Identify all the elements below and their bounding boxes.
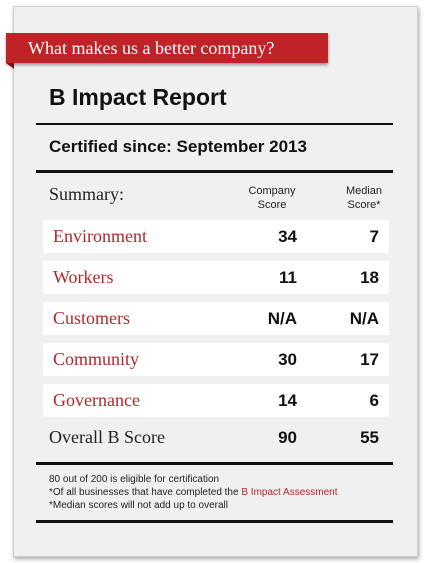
column-header-median-line2: Score*	[347, 199, 381, 211]
median-score: 6	[369, 391, 379, 410]
divider-bottom-table	[36, 462, 393, 465]
column-header-company: Company Score	[232, 184, 312, 212]
column-header-company-line1: Company	[248, 185, 296, 197]
row-label[interactable]: Governance	[53, 390, 140, 410]
overall-company-score: 90	[278, 428, 297, 447]
median-score: N/A	[349, 309, 379, 328]
certified-value: September 2013	[176, 137, 307, 156]
divider-top	[36, 123, 393, 125]
footnote-businesses-text: *Of all businesses that have completed t…	[49, 487, 242, 498]
company-score: 34	[278, 227, 297, 246]
certified-line: Certified since: September 2013	[49, 137, 307, 157]
b-impact-assessment-link[interactable]: B Impact Assessment	[241, 487, 338, 498]
column-header-median-line1: Median	[345, 185, 383, 197]
median-score: 17	[360, 350, 379, 369]
footnote-eligibility: 80 out of 200 is eligible for certificat…	[49, 474, 220, 485]
score-row-community: Community 30 17	[43, 343, 389, 376]
footnote-businesses: *Of all businesses that have completed t…	[49, 486, 338, 499]
footnotes: 80 out of 200 is eligible for certificat…	[49, 473, 338, 512]
summary-label: Summary:	[49, 184, 124, 204]
row-label[interactable]: Workers	[53, 267, 114, 287]
row-label[interactable]: Customers	[53, 308, 131, 328]
divider-cert	[36, 170, 393, 173]
footnote-median: *Median scores will not add up to overal…	[49, 500, 228, 511]
score-row-environment: Environment 34 7	[43, 220, 389, 253]
company-score: 11	[279, 268, 297, 287]
column-header-company-line2: Score	[257, 199, 287, 211]
median-score: 18	[360, 268, 379, 287]
median-score: 7	[369, 227, 379, 246]
column-header-median: Median Score*	[324, 184, 404, 212]
divider-bottom	[36, 520, 393, 523]
score-row-customers: Customers N/A N/A	[43, 302, 389, 335]
row-label[interactable]: Community	[53, 349, 140, 369]
overall-score-row: Overall B Score 90 55	[43, 421, 389, 454]
certified-label: Certified since:	[49, 137, 172, 156]
report-title: B Impact Report	[49, 84, 227, 110]
score-row-workers: Workers 11 18	[43, 261, 389, 294]
banner: What makes us a better company?	[6, 33, 328, 63]
row-label[interactable]: Environment	[53, 226, 147, 246]
company-score: N/A	[267, 309, 297, 328]
overall-label: Overall B Score	[49, 427, 165, 447]
company-score: 30	[278, 350, 297, 369]
score-row-governance: Governance 14 6	[43, 384, 389, 417]
overall-median-score: 55	[360, 428, 379, 447]
banner-fold	[6, 63, 14, 69]
company-score: 14	[278, 391, 297, 410]
